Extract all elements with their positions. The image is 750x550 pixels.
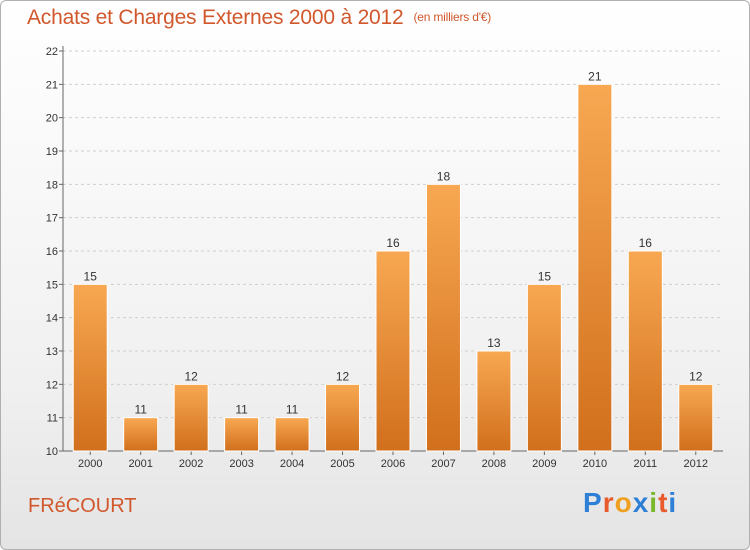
bar-2008 <box>476 350 512 452</box>
y-tick-label: 19 <box>46 146 58 158</box>
y-tick-label: 12 <box>46 379 58 391</box>
bar-2005 <box>325 383 361 452</box>
bar-2009 <box>526 283 562 452</box>
y-tick-label: 22 <box>46 46 58 58</box>
x-tick-label: 2003 <box>229 458 253 470</box>
x-tick-label: 2011 <box>633 458 657 470</box>
y-tick-label: 20 <box>46 113 58 125</box>
bar-2001 <box>123 417 159 452</box>
x-tick-label: 2012 <box>684 458 708 470</box>
y-tick-label: 21 <box>46 79 58 91</box>
bar-2007 <box>425 183 461 452</box>
y-tick-label: 16 <box>46 246 58 258</box>
x-tick-label: 2001 <box>128 458 152 470</box>
x-tick-label: 2002 <box>179 458 203 470</box>
bar-2000 <box>72 283 108 452</box>
y-tick-label: 15 <box>46 279 58 291</box>
y-tick-label: 18 <box>46 179 58 191</box>
logo-letter: i <box>649 487 659 518</box>
x-tick-label: 2005 <box>330 458 354 470</box>
value-label-2004: 11 <box>286 403 299 417</box>
commune-name: FRéCOURT <box>28 495 137 517</box>
chart-title: Achats et Charges Externes 2000 à 2012 (e… <box>27 6 491 30</box>
bar-2004 <box>274 417 310 452</box>
value-label-2005: 12 <box>336 369 350 383</box>
logo-letter: t <box>658 487 669 518</box>
bars <box>72 83 714 452</box>
value-label-2012: 12 <box>689 369 703 383</box>
logo-letter: x <box>632 487 650 518</box>
bar-2011 <box>627 250 663 452</box>
value-label-2010: 21 <box>588 69 602 83</box>
value-label-2006: 16 <box>386 236 400 250</box>
bar-2003 <box>224 417 260 452</box>
logo-letter: o <box>614 487 633 518</box>
bar-2010 <box>577 83 613 452</box>
value-label-2000: 15 <box>84 269 98 283</box>
value-label-2009: 15 <box>538 269 552 283</box>
value-label-2002: 12 <box>184 369 198 383</box>
value-label-2003: 11 <box>235 403 248 417</box>
x-tick-label: 2006 <box>381 458 405 470</box>
axes: 10 11 12 13 14 15 16 17 18 19 20 21 22 2000 2001 2002 20… <box>46 46 723 470</box>
bar-2012 <box>678 383 714 452</box>
value-labels: 15 11 12 11 11 12 16 18 13 15 21 16 12 <box>84 69 703 416</box>
logo-letter: r <box>602 487 615 518</box>
chart-unit: (en milliers d'€) <box>413 10 492 24</box>
value-label-2001: 11 <box>134 403 147 417</box>
x-tick-label: 2008 <box>482 458 506 470</box>
bar-2006 <box>375 250 411 452</box>
y-tick-label: 10 <box>46 446 58 458</box>
value-label-2007: 18 <box>437 169 451 183</box>
proxiti-logo[interactable]: Proxiti <box>583 487 677 519</box>
value-label-2008: 13 <box>487 336 501 350</box>
y-tick-label: 13 <box>46 346 58 358</box>
y-tick-label: 11 <box>47 413 58 425</box>
x-tick-label: 2000 <box>78 458 102 470</box>
bar-2002 <box>173 383 209 452</box>
logo-letter: i <box>668 487 678 518</box>
x-tick-label: 2004 <box>280 458 304 470</box>
value-label-2011: 16 <box>639 236 653 250</box>
x-tick-label: 2010 <box>583 458 607 470</box>
x-tick-label: 2009 <box>532 458 556 470</box>
y-tick-label: 14 <box>46 313 58 325</box>
x-tick-label: 2007 <box>431 458 455 470</box>
logo-letter: P <box>583 487 603 518</box>
y-tick-label: 17 <box>46 213 58 225</box>
chart-title-text: Achats et Charges Externes 2000 à 2012 <box>27 6 404 29</box>
